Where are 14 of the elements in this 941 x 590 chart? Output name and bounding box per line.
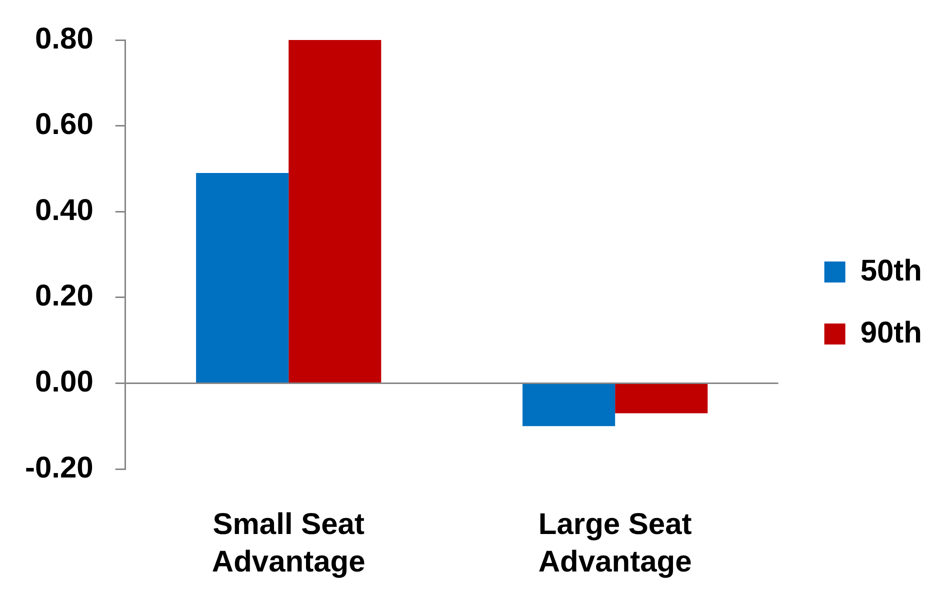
y-tick-label: 0.00 [34,365,94,398]
x-tick-label: Small Seat Advantage [212,508,366,579]
bar [615,384,708,414]
y-tick-label: 0.60 [34,108,94,142]
legend-label: 90th [860,316,922,350]
y-tick-label: 0.80 [34,22,94,56]
bar [196,172,289,382]
bar [522,384,616,426]
x-tick-label: Large Seat Advantage [538,508,692,579]
y-tick-label: 0.40 [34,194,94,227]
legend-label: 50th [860,254,922,288]
bar [288,40,382,382]
y-tick-label: 0.20 [34,280,94,313]
y-tick-label: -0.20 [24,451,94,484]
